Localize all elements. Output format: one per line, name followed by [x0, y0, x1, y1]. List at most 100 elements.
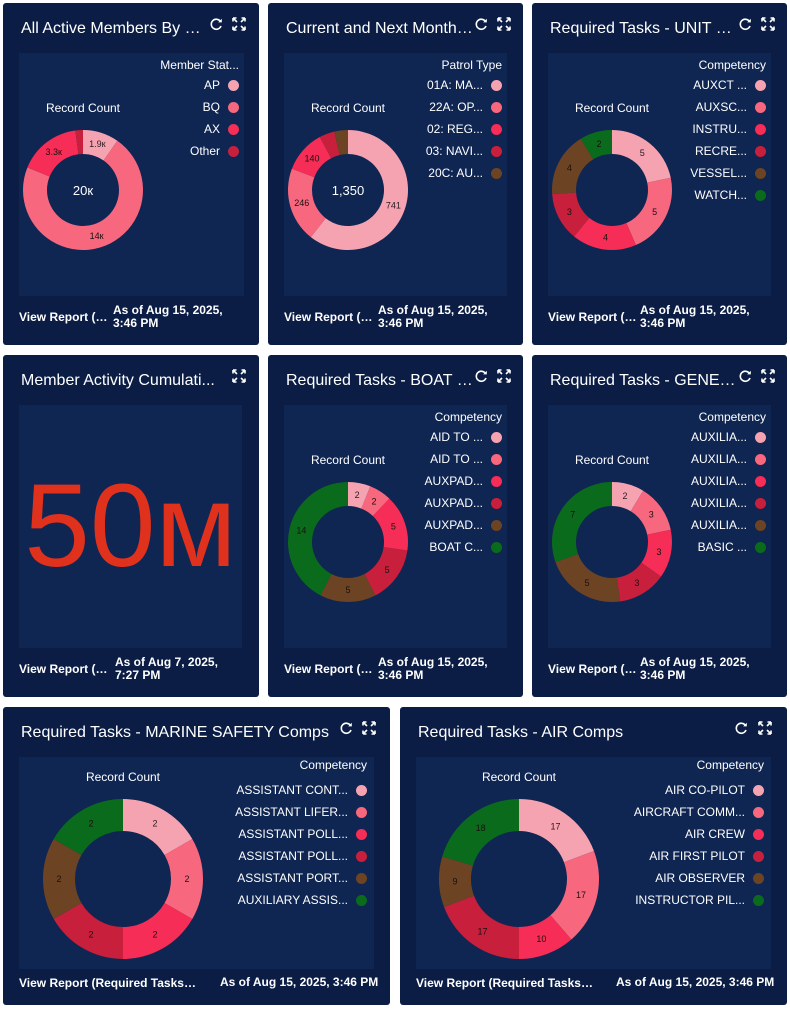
- legend-item[interactable]: AIR CREW: [685, 826, 764, 842]
- refresh-icon[interactable]: [338, 720, 354, 736]
- refresh-icon[interactable]: [208, 16, 224, 32]
- donut-slice[interactable]: [123, 903, 193, 959]
- donut-slice[interactable]: [580, 130, 612, 160]
- legend-item[interactable]: AIR FIRST PILOT: [649, 848, 764, 864]
- donut-slice[interactable]: [519, 915, 572, 959]
- legend-item[interactable]: AID TO ...: [430, 429, 502, 445]
- donut-slice[interactable]: [27, 130, 79, 177]
- legend-item[interactable]: ASSISTANT LIFER...: [235, 804, 367, 820]
- legend-item[interactable]: BOAT C...: [429, 539, 502, 555]
- donut-slice[interactable]: [288, 482, 348, 596]
- legend-item[interactable]: 02: REG...: [427, 121, 502, 137]
- donut-slice[interactable]: [53, 903, 123, 959]
- donut-slice[interactable]: [519, 799, 594, 863]
- donut-slice[interactable]: [626, 177, 672, 246]
- legend-item[interactable]: AUXILIA...: [691, 517, 766, 533]
- legend-item[interactable]: AUXSC...: [696, 99, 766, 115]
- donut-slice[interactable]: [552, 192, 590, 237]
- donut-slice[interactable]: [164, 839, 203, 919]
- legend-item[interactable]: AIR OBSERVER: [655, 870, 764, 886]
- expand-icon[interactable]: [231, 368, 247, 384]
- expand-icon[interactable]: [361, 720, 377, 736]
- expand-icon[interactable]: [757, 720, 773, 736]
- refresh-icon[interactable]: [737, 368, 753, 384]
- donut-slice[interactable]: [612, 130, 671, 183]
- donut-slice[interactable]: [334, 130, 348, 155]
- donut-slice[interactable]: [616, 562, 662, 602]
- refresh-icon[interactable]: [473, 368, 489, 384]
- donut-slice[interactable]: [288, 168, 326, 238]
- expand-icon[interactable]: [760, 368, 776, 384]
- legend-item[interactable]: ASSISTANT CONT...: [236, 782, 367, 798]
- expand-icon[interactable]: [496, 16, 512, 32]
- legend-item[interactable]: WATCH...: [694, 187, 766, 203]
- donut-slice[interactable]: [83, 130, 118, 161]
- legend-item[interactable]: ASSISTANT POLL...: [238, 848, 367, 864]
- refresh-icon[interactable]: [473, 16, 489, 32]
- legend-item[interactable]: AUXILIA...: [691, 473, 766, 489]
- donut-slice[interactable]: [361, 486, 390, 516]
- refresh-icon[interactable]: [733, 720, 749, 736]
- legend-item[interactable]: INSTRU...: [692, 121, 766, 137]
- legend-item[interactable]: BQ: [203, 99, 239, 115]
- donut-slice[interactable]: [319, 131, 340, 159]
- expand-icon[interactable]: [760, 16, 776, 32]
- legend-item[interactable]: Other: [190, 143, 239, 159]
- donut-slice[interactable]: [372, 498, 408, 551]
- legend-item[interactable]: AID TO ...: [430, 451, 502, 467]
- legend-item[interactable]: 01A: MA...: [427, 77, 502, 93]
- donut-slice[interactable]: [53, 799, 123, 855]
- legend-item[interactable]: BASIC ...: [698, 539, 766, 555]
- legend-item[interactable]: AUXCT ...: [693, 77, 766, 93]
- donut-slice[interactable]: [574, 217, 636, 250]
- legend-item[interactable]: AUXILIA...: [691, 451, 766, 467]
- donut-slice[interactable]: [552, 138, 594, 195]
- donut-slice[interactable]: [43, 839, 82, 919]
- donut-slice[interactable]: [555, 554, 621, 602]
- donut-slice[interactable]: [364, 547, 408, 596]
- view-report-link[interactable]: View Report (R...: [548, 662, 642, 676]
- donut-slice[interactable]: [348, 482, 371, 509]
- expand-icon[interactable]: [496, 368, 512, 384]
- legend-item[interactable]: AUXPAD...: [425, 473, 502, 489]
- view-report-link[interactable]: View Report (M...: [19, 662, 113, 676]
- legend-item[interactable]: AUXILIA...: [691, 429, 766, 445]
- legend-item[interactable]: VESSEL...: [690, 165, 766, 181]
- donut-slice[interactable]: [612, 482, 644, 512]
- donut-slice[interactable]: [75, 130, 83, 155]
- donut-slice[interactable]: [641, 529, 672, 577]
- legend-item[interactable]: RECRE...: [695, 143, 766, 159]
- donut-slice[interactable]: [320, 573, 376, 602]
- expand-icon[interactable]: [231, 16, 247, 32]
- view-report-link[interactable]: View Report (Required Tasks -...: [19, 976, 199, 990]
- view-report-link[interactable]: View Report (R...: [284, 662, 378, 676]
- legend-item[interactable]: AP: [204, 77, 239, 93]
- donut-slice[interactable]: [630, 490, 671, 535]
- view-report-link[interactable]: View Report (C...: [284, 310, 378, 324]
- legend-item[interactable]: ASSISTANT POLL...: [238, 826, 367, 842]
- legend-item[interactable]: ASSISTANT PORT...: [237, 870, 367, 886]
- legend-item[interactable]: AX: [204, 121, 239, 137]
- legend-item[interactable]: 03: NAVI...: [426, 143, 502, 159]
- legend-item[interactable]: AIRCRAFT COMM...: [634, 804, 764, 820]
- donut-slice[interactable]: [552, 482, 612, 563]
- legend-item[interactable]: AUXPAD...: [425, 517, 502, 533]
- view-report-link[interactable]: View Report (R...: [548, 310, 642, 324]
- donut-slice[interactable]: [123, 799, 193, 855]
- legend-item[interactable]: INSTRUCTOR PIL...: [635, 892, 764, 908]
- legend-item[interactable]: 20C: AU...: [428, 165, 502, 181]
- legend-item[interactable]: AUXILIA...: [691, 495, 766, 511]
- donut-slice[interactable]: [442, 799, 519, 866]
- donut-slice[interactable]: [291, 137, 332, 178]
- donut-slice[interactable]: [22, 140, 143, 250]
- legend-item[interactable]: AIR CO-PILOT: [665, 782, 764, 798]
- donut-slice[interactable]: [444, 895, 519, 959]
- view-report-link[interactable]: View Report (A...: [19, 310, 113, 324]
- donut-slice[interactable]: [550, 851, 599, 940]
- legend-item[interactable]: 22A: OP...: [429, 99, 502, 115]
- legend-item[interactable]: AUXILIARY ASSIS...: [238, 892, 367, 908]
- donut-slice[interactable]: [439, 856, 475, 907]
- donut-slice[interactable]: [310, 130, 408, 250]
- legend-item[interactable]: AUXPAD...: [425, 495, 502, 511]
- refresh-icon[interactable]: [737, 16, 753, 32]
